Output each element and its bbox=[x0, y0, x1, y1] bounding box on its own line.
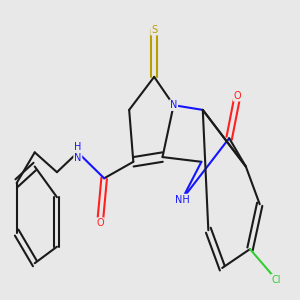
Text: N: N bbox=[170, 100, 177, 110]
Text: S: S bbox=[151, 25, 157, 35]
Text: O: O bbox=[234, 91, 241, 101]
Text: Cl: Cl bbox=[272, 275, 281, 285]
Text: O: O bbox=[96, 218, 104, 228]
Text: NH: NH bbox=[175, 194, 189, 205]
Text: H
N: H N bbox=[74, 142, 82, 163]
